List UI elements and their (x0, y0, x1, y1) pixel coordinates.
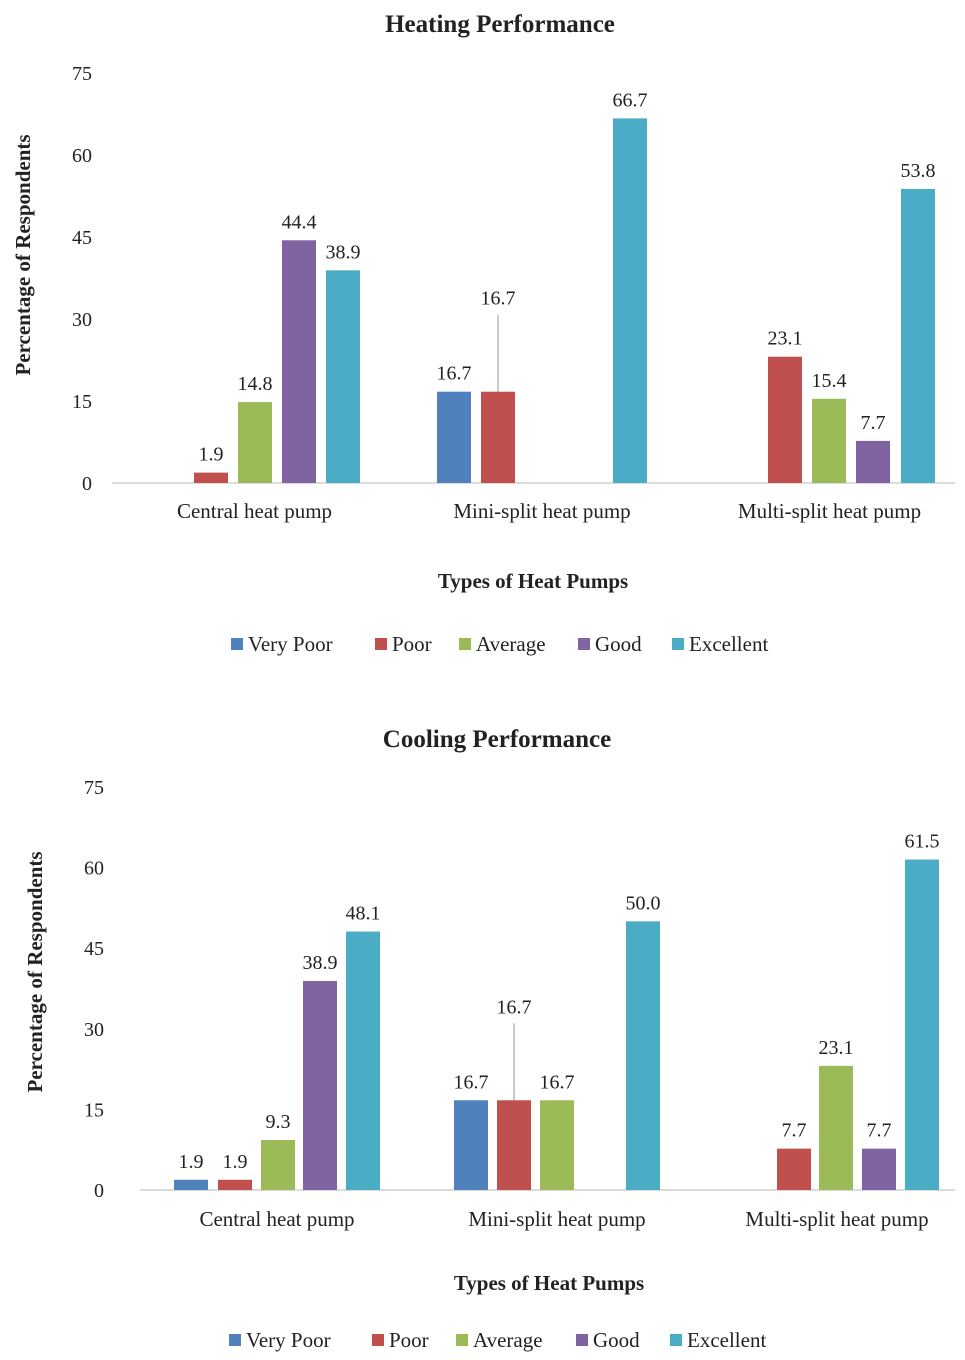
heating-x-category-label: Mini-split heat pump (453, 499, 630, 523)
cooling-bar-mini-split-heat-pump-very-poor (454, 1100, 488, 1190)
cooling-data-label: 38.9 (303, 952, 338, 974)
heating-bar-central-heat-pump-poor (194, 472, 228, 483)
cooling-legend-swatch-very-poor (229, 1334, 241, 1346)
heating-chart-title: Heating Performance (385, 11, 615, 38)
cooling-y-axis-title: Percentage of Respondents (23, 851, 47, 1092)
cooling-legend-swatch-excellent (670, 1334, 682, 1346)
heating-bar-multi-split-heat-pump-good (856, 440, 890, 483)
cooling-legend-label-poor: Poor (389, 1328, 429, 1352)
heating-y-tick-label: 15 (72, 391, 92, 413)
heating-y-tick-label: 45 (72, 227, 92, 249)
cooling-data-label: 9.3 (266, 1111, 291, 1133)
cooling-data-label: 1.9 (179, 1151, 204, 1173)
heating-data-label: 38.9 (326, 241, 361, 263)
cooling-legend-label-excellent: Excellent (687, 1328, 766, 1352)
heating-data-label: 66.7 (613, 89, 648, 111)
heating-y-axis-title: Percentage of Respondents (11, 134, 35, 375)
cooling-chart-title: Cooling Performance (383, 726, 611, 753)
heating-x-category-label: Central heat pump (177, 499, 332, 523)
heating-data-label: 23.1 (768, 328, 803, 350)
cooling-bar-central-heat-pump-good (303, 980, 337, 1190)
heating-legend-label-average: Average (476, 632, 546, 656)
cooling-legend-label-very-poor: Very Poor (246, 1328, 331, 1352)
heating-x-axis-title: Types of Heat Pumps (438, 569, 628, 593)
heating-legend-label-good: Good (595, 632, 642, 656)
cooling-data-label: 23.1 (819, 1037, 854, 1059)
heating-legend-swatch-excellent (672, 638, 684, 650)
cooling-legend-swatch-poor (372, 1334, 384, 1346)
heating-data-label: 44.4 (282, 211, 317, 233)
cooling-bar-central-heat-pump-excellent (346, 931, 380, 1190)
heating-y-tick-label: 0 (82, 473, 92, 495)
heating-data-label: 16.7 (437, 363, 472, 385)
cooling-legend-label-good: Good (593, 1328, 640, 1352)
heating-legend-swatch-very-poor (231, 638, 243, 650)
heating-legend-label-very-poor: Very Poor (248, 632, 333, 656)
cooling-bar-multi-split-heat-pump-poor (777, 1148, 811, 1190)
heating-y-tick-label: 60 (72, 145, 92, 167)
cooling-data-label: 7.7 (782, 1120, 807, 1142)
heating-legend-swatch-average (459, 638, 471, 650)
heating-y-tick-label: 30 (72, 309, 92, 331)
heating-bar-central-heat-pump-good (282, 240, 316, 483)
cooling-data-label: 16.7 (540, 1071, 575, 1093)
heating-data-label: 16.7 (481, 288, 516, 310)
cooling-legend-label-average: Average (473, 1328, 543, 1352)
cooling-bar-central-heat-pump-average (261, 1140, 295, 1190)
cooling-y-tick-label: 30 (84, 1019, 104, 1041)
cooling-y-tick-label: 75 (84, 777, 104, 799)
cooling-bar-mini-split-heat-pump-average (540, 1100, 574, 1190)
heating-bar-multi-split-heat-pump-poor (768, 356, 802, 483)
cooling-x-category-label: Multi-split heat pump (745, 1207, 928, 1231)
heating-data-label: 1.9 (199, 444, 224, 466)
heating-bar-multi-split-heat-pump-excellent (901, 188, 935, 484)
heating-data-label: 14.8 (238, 373, 273, 395)
heating-data-label: 7.7 (861, 412, 886, 434)
heating-data-label: 15.4 (812, 370, 847, 392)
heating-bar-central-heat-pump-average (238, 402, 272, 483)
cooling-data-label: 16.7 (497, 996, 532, 1018)
cooling-data-label: 48.1 (346, 903, 381, 925)
cooling-bar-multi-split-heat-pump-average (819, 1065, 853, 1190)
heating-bar-central-heat-pump-excellent (326, 270, 360, 483)
cooling-y-tick-label: 15 (84, 1099, 104, 1121)
cooling-chart: Cooling Performance Percentage of Respond… (23, 726, 955, 1352)
heating-legend-label-excellent: Excellent (689, 632, 768, 656)
cooling-legend-swatch-good (576, 1334, 588, 1346)
cooling-bar-central-heat-pump-very-poor (174, 1179, 208, 1190)
cooling-x-category-label: Central heat pump (199, 1207, 354, 1231)
cooling-bar-mini-split-heat-pump-poor (497, 1100, 531, 1190)
cooling-bar-multi-split-heat-pump-excellent (905, 859, 939, 1190)
cooling-x-axis-title: Types of Heat Pumps (454, 1271, 644, 1295)
cooling-y-tick-label: 0 (94, 1180, 104, 1202)
cooling-legend-swatch-average (456, 1334, 468, 1346)
heating-bar-mini-split-heat-pump-very-poor (437, 391, 471, 483)
heating-bar-mini-split-heat-pump-poor (481, 391, 515, 483)
heating-x-category-label: Multi-split heat pump (738, 499, 921, 523)
heating-bar-multi-split-heat-pump-average (812, 398, 846, 483)
heating-legend-label-poor: Poor (392, 632, 432, 656)
cooling-data-label: 61.5 (905, 831, 940, 853)
cooling-bar-multi-split-heat-pump-good (862, 1148, 896, 1190)
heating-chart: Heating Performance Percentage of Respond… (11, 11, 955, 656)
cooling-data-label: 50.0 (626, 892, 661, 914)
cooling-bar-mini-split-heat-pump-excellent (626, 921, 660, 1190)
heating-legend-swatch-good (578, 638, 590, 650)
cooling-data-label: 7.7 (867, 1120, 892, 1142)
cooling-y-tick-label: 60 (84, 858, 104, 880)
heating-data-label: 53.8 (901, 160, 936, 182)
heating-bar-mini-split-heat-pump-excellent (613, 118, 647, 483)
heating-y-tick-label: 75 (72, 63, 92, 85)
cooling-data-label: 1.9 (223, 1151, 248, 1173)
cooling-data-label: 16.7 (454, 1071, 489, 1093)
cooling-x-category-label: Mini-split heat pump (468, 1207, 645, 1231)
heating-legend-swatch-poor (375, 638, 387, 650)
cooling-bar-central-heat-pump-poor (218, 1179, 252, 1190)
cooling-y-tick-label: 45 (84, 938, 104, 960)
